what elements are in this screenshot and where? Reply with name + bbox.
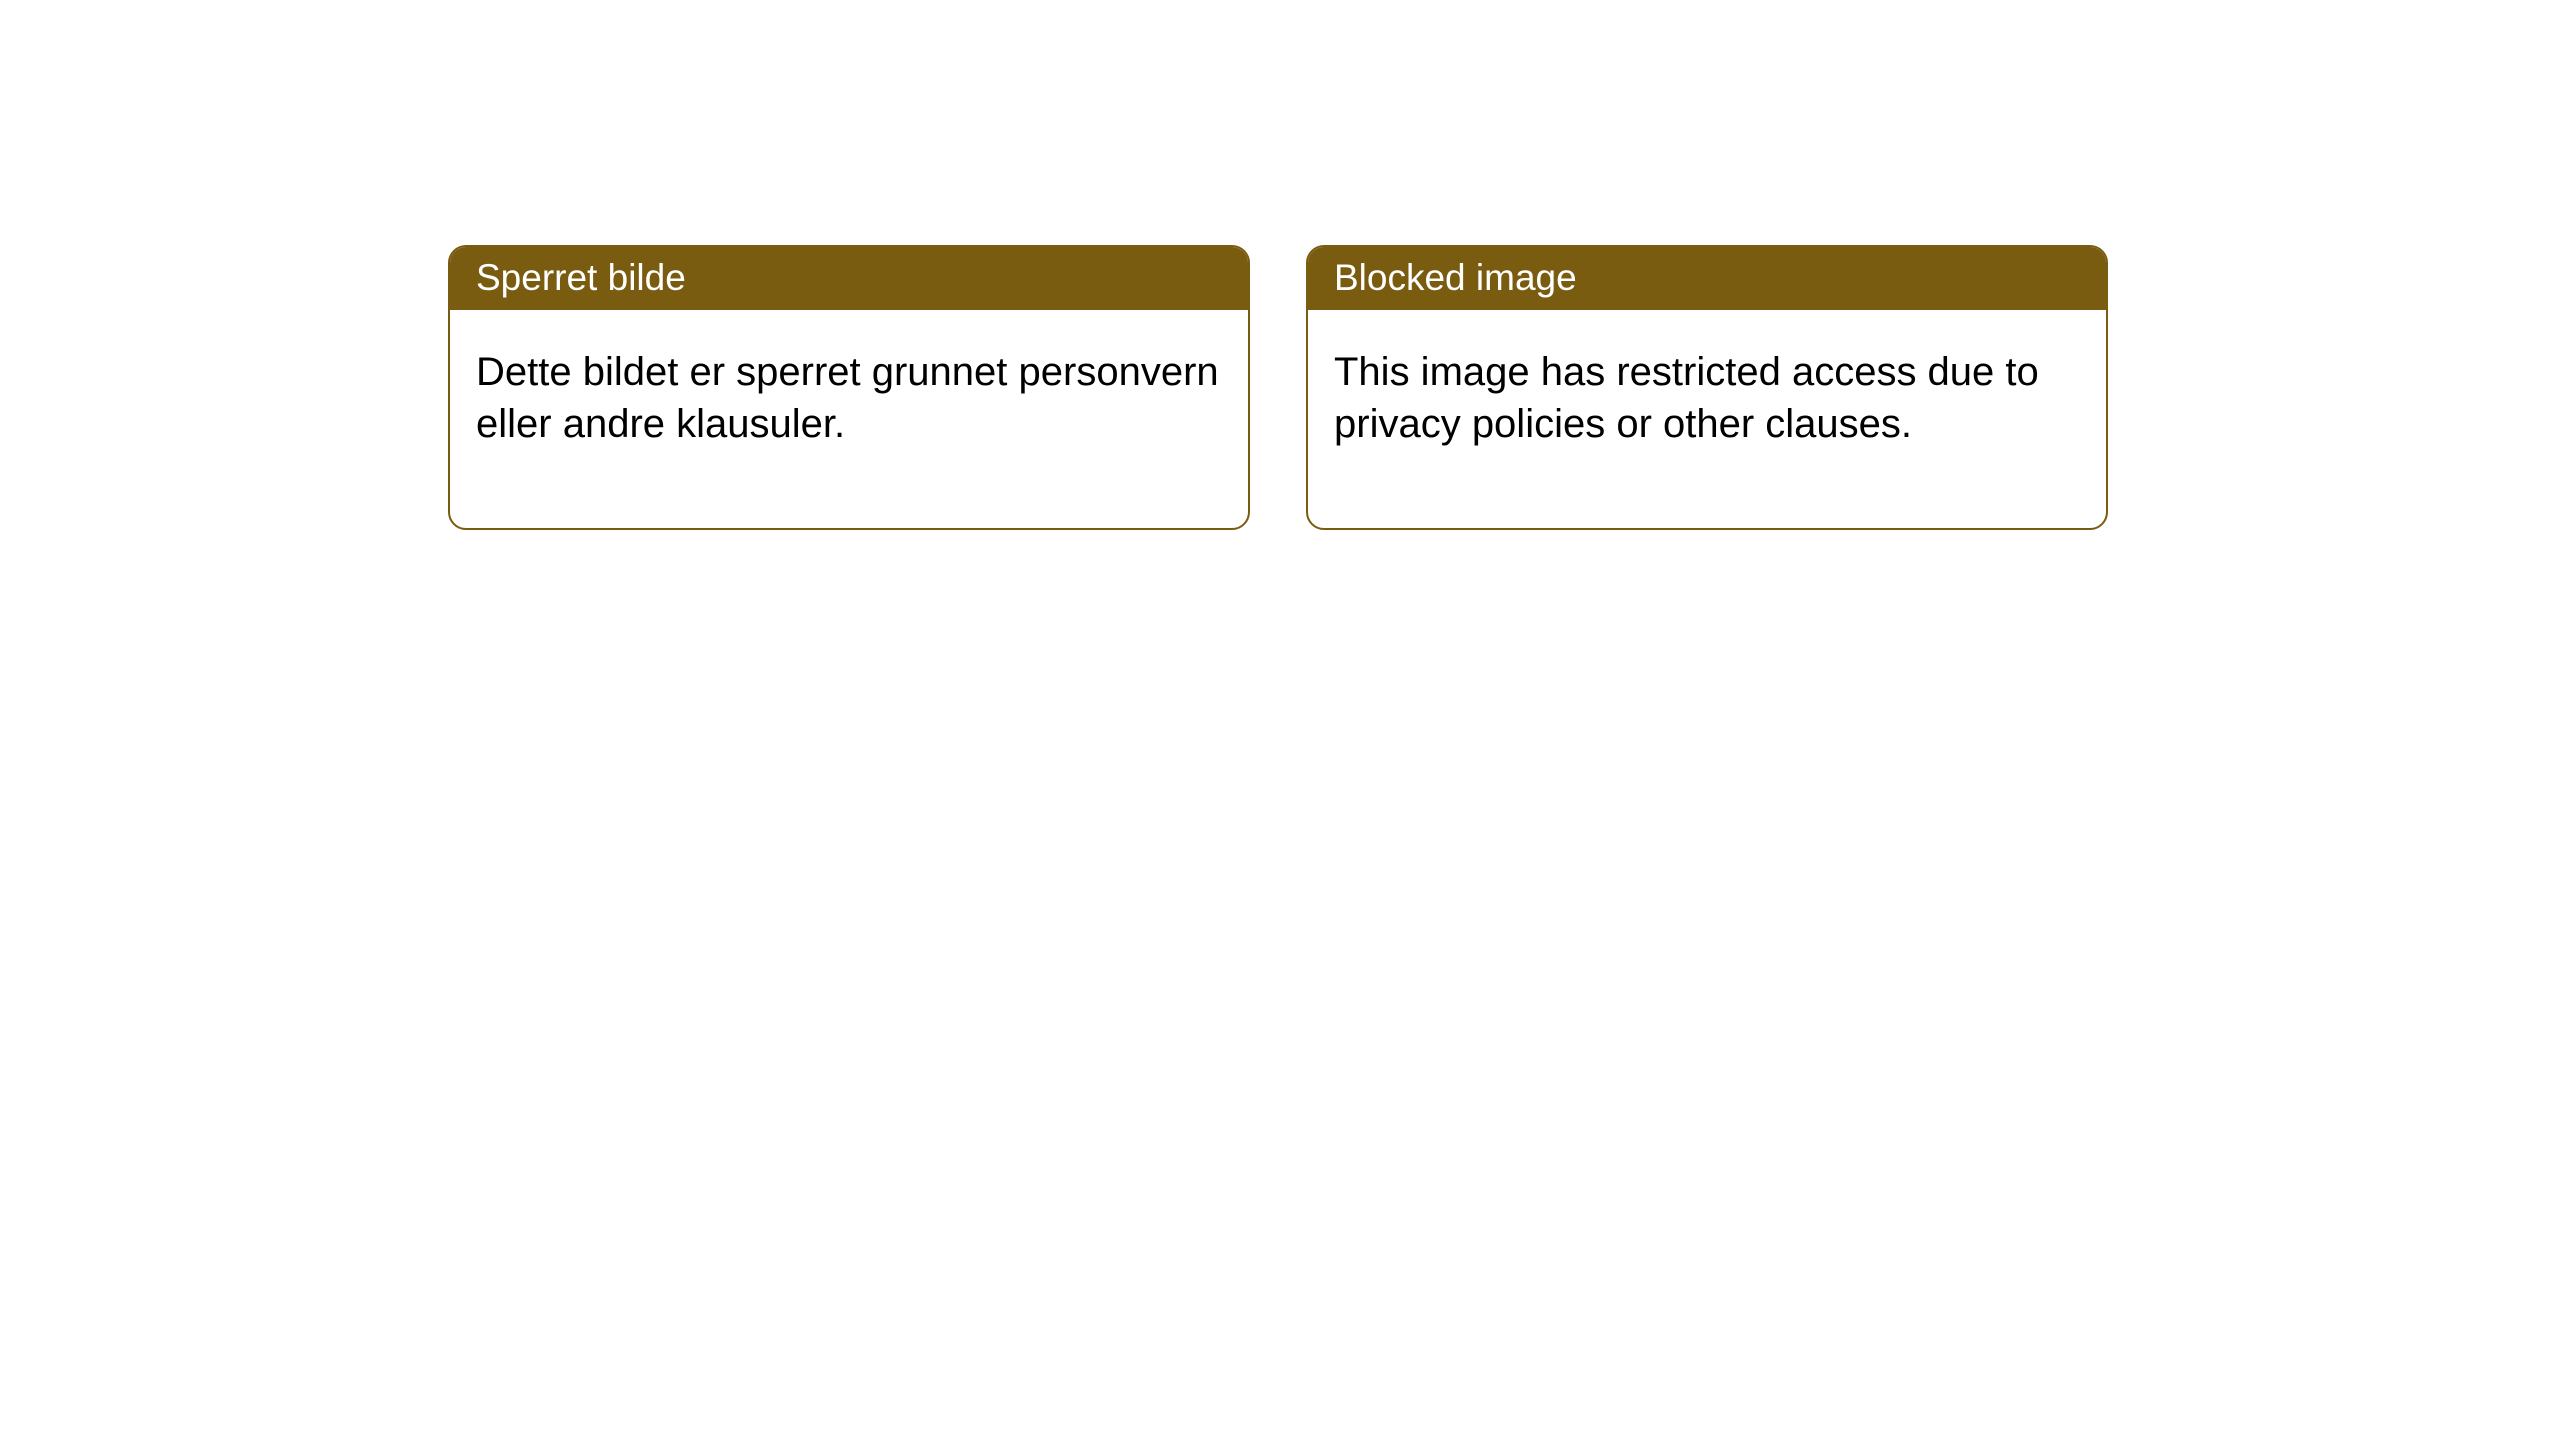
notice-cards-container: Sperret bilde Dette bildet er sperret gr… bbox=[448, 245, 2108, 530]
card-header: Sperret bilde bbox=[450, 247, 1248, 310]
card-body-text: Dette bildet er sperret grunnet personve… bbox=[476, 350, 1219, 446]
card-title: Blocked image bbox=[1334, 257, 1577, 298]
card-body: This image has restricted access due to … bbox=[1308, 310, 2106, 528]
notice-card-norwegian: Sperret bilde Dette bildet er sperret gr… bbox=[448, 245, 1250, 530]
card-title: Sperret bilde bbox=[476, 257, 686, 298]
card-body: Dette bildet er sperret grunnet personve… bbox=[450, 310, 1248, 528]
notice-card-english: Blocked image This image has restricted … bbox=[1306, 245, 2108, 530]
card-header: Blocked image bbox=[1308, 247, 2106, 310]
card-body-text: This image has restricted access due to … bbox=[1334, 350, 2039, 446]
